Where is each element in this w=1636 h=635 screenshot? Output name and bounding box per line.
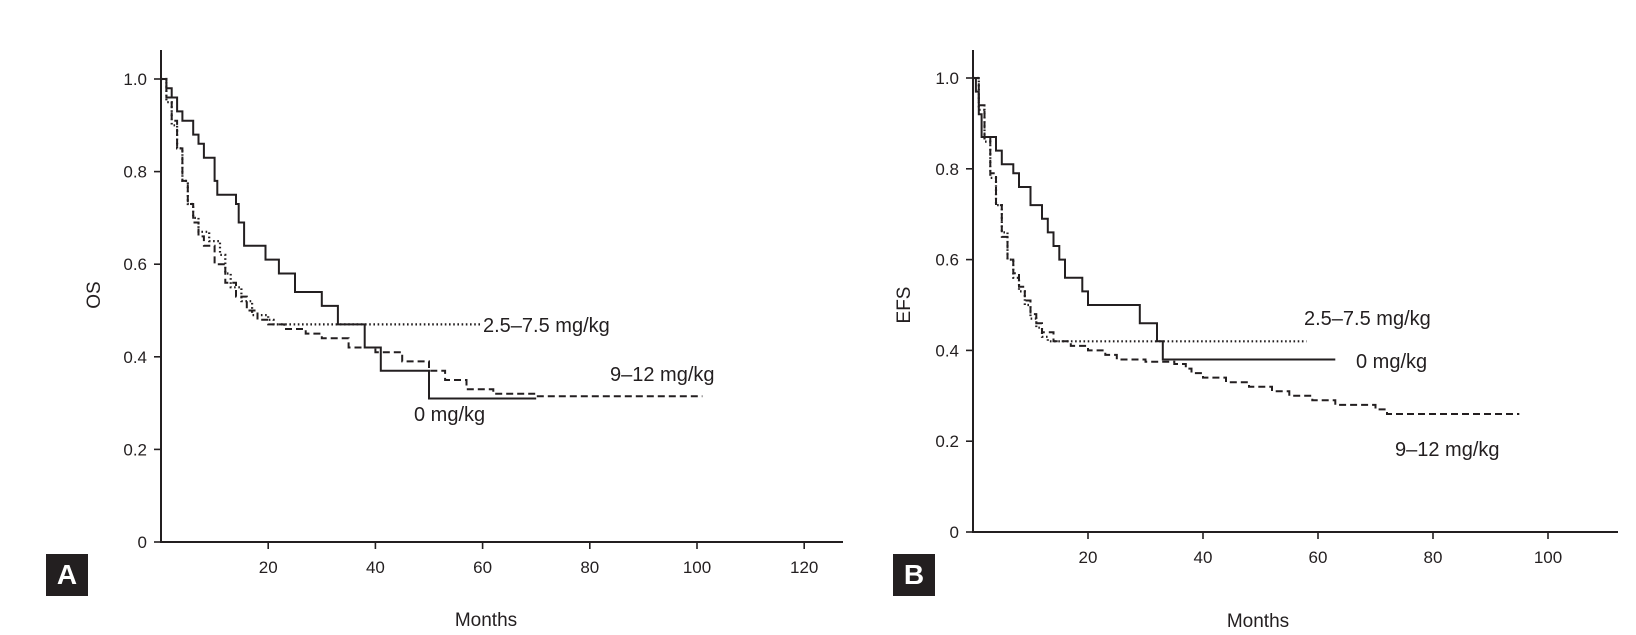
y-tick-label: 0 bbox=[950, 523, 959, 542]
y-tick-label: 1.0 bbox=[123, 70, 147, 89]
x-tick-label: 80 bbox=[1424, 548, 1443, 567]
panel-a: 0 0.2 0.4 0.6 0.8 1.0 20 40 60 80 100 120 OS Months 2.… bbox=[84, 50, 843, 631]
x-axis-label: Months bbox=[455, 610, 517, 631]
y-tick-label: 0.8 bbox=[123, 163, 147, 182]
x-axis-label: Months bbox=[1227, 611, 1289, 632]
panel-label-a: A bbox=[46, 554, 88, 596]
x-tick-label: 60 bbox=[473, 558, 492, 577]
panel-b: 0 0.2 0.4 0.6 0.8 1.0 20 40 60 80 100 EFS Months 2.5–… bbox=[894, 50, 1618, 632]
series-annotation: 9–12 mg/kg bbox=[610, 364, 715, 386]
y-tick-label: 0.6 bbox=[935, 251, 959, 270]
series-annotation: 2.5–7.5 mg/kg bbox=[483, 315, 610, 337]
x-tick-label: 80 bbox=[580, 558, 599, 577]
series-annotation: 9–12 mg/kg bbox=[1395, 439, 1500, 461]
x-tick-label: 40 bbox=[1194, 548, 1213, 567]
series-line bbox=[161, 78, 537, 400]
series-line bbox=[161, 77, 483, 326]
series-line bbox=[973, 76, 1307, 343]
y-tick-label: 0 bbox=[138, 533, 147, 552]
x-tick-label: 100 bbox=[1534, 548, 1562, 567]
y-tick-label: 0.6 bbox=[123, 255, 147, 274]
series-line bbox=[973, 77, 1520, 415]
series-annotation: 0 mg/kg bbox=[414, 404, 485, 426]
x-tick-label: 20 bbox=[259, 558, 278, 577]
x-tick-label: 20 bbox=[1079, 548, 1098, 567]
y-tick-label: 0.4 bbox=[123, 348, 147, 367]
y-tick-label: 0.2 bbox=[935, 432, 959, 451]
x-tick-label: 60 bbox=[1309, 548, 1328, 567]
panel-label-b: B bbox=[893, 554, 935, 596]
series-line bbox=[973, 77, 1336, 361]
series-annotation: 2.5–7.5 mg/kg bbox=[1304, 308, 1431, 330]
x-tick-label: 40 bbox=[366, 558, 385, 577]
series-annotation: 0 mg/kg bbox=[1356, 351, 1427, 373]
y-tick-label: 0.2 bbox=[123, 440, 147, 459]
y-tick-label: 0.8 bbox=[935, 160, 959, 179]
x-tick-label: 100 bbox=[683, 558, 711, 577]
y-axis-label: EFS bbox=[894, 287, 915, 324]
y-axis-label: OS bbox=[84, 281, 105, 308]
series-line bbox=[161, 78, 703, 398]
y-tick-label: 0.4 bbox=[935, 341, 959, 360]
y-tick-label: 1.0 bbox=[935, 69, 959, 88]
x-tick-label: 120 bbox=[790, 558, 818, 577]
